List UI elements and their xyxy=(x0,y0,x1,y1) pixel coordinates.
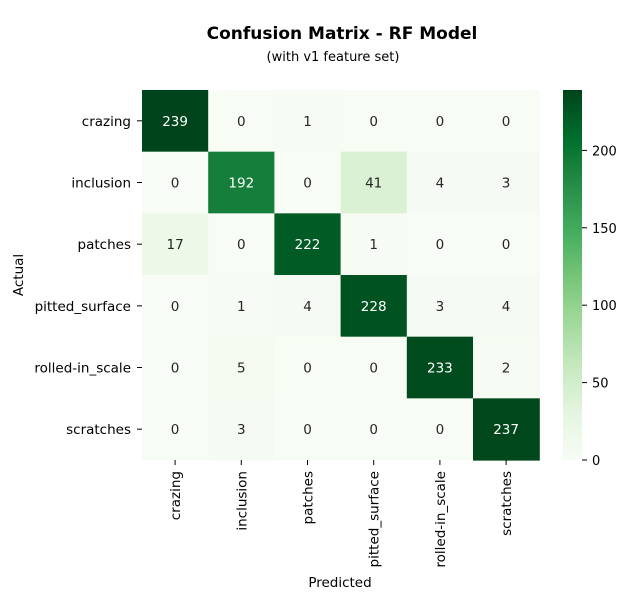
y-tick-label: pitted_surface xyxy=(35,299,131,315)
chart-subtitle: (with v1 feature set) xyxy=(267,50,400,65)
heatmap-cell xyxy=(142,90,209,153)
colorbar-tick-label: 100 xyxy=(592,299,617,314)
cell-value-label: 5 xyxy=(237,361,246,377)
cell-value-label: 222 xyxy=(295,237,321,253)
cell-value-label: 17 xyxy=(167,237,184,253)
heatmap-cell xyxy=(274,151,342,214)
cell-value-label: 0 xyxy=(436,237,445,253)
y-tick-label: scratches xyxy=(66,422,131,438)
heatmap-cell xyxy=(208,336,275,399)
y-tick-label: rolled-in_scale xyxy=(34,361,131,377)
cell-value-label: 0 xyxy=(171,361,180,377)
cell-value-label: 41 xyxy=(365,176,382,192)
heatmap-cell xyxy=(406,213,474,276)
x-tick-label: rolled-in_scale xyxy=(433,471,449,568)
y-tick-label: inclusion xyxy=(71,176,131,192)
cell-value-label: 0 xyxy=(237,237,246,253)
cell-value-label: 1 xyxy=(303,114,312,130)
heatmap-cell xyxy=(473,90,540,153)
heatmap-cell xyxy=(473,398,540,461)
heatmap-cell xyxy=(208,213,275,276)
cell-value-label: 239 xyxy=(162,114,188,130)
cell-value-label: 1 xyxy=(237,299,246,315)
heatmap-cell xyxy=(142,336,209,399)
heatmap-cell xyxy=(406,398,474,461)
heatmap-cell xyxy=(274,213,342,276)
heatmap-cell xyxy=(142,275,209,338)
cell-value-label: 0 xyxy=(502,114,511,130)
colorbar-tick-label: 200 xyxy=(592,144,617,159)
cell-value-label: 2 xyxy=(502,361,511,377)
heatmap-cell xyxy=(208,398,275,461)
heatmap-cell xyxy=(406,90,474,153)
cell-value-label: 192 xyxy=(228,176,254,192)
y-tick-label: patches xyxy=(78,237,131,253)
heatmap-cell xyxy=(142,398,209,461)
x-axis-label: Predicted xyxy=(308,575,371,591)
cell-value-label: 0 xyxy=(171,176,180,192)
cell-value-label: 4 xyxy=(436,176,445,192)
heatmap-cell xyxy=(208,90,275,153)
x-tick-labels: crazing inclusion patches pitted_surface rol… xyxy=(168,460,515,568)
heatmap-cell xyxy=(340,398,408,461)
cell-value-label: 233 xyxy=(427,361,453,377)
heatmap-cell xyxy=(142,213,209,276)
cell-value-label: 0 xyxy=(171,422,180,438)
cell-value-label: 0 xyxy=(303,176,312,192)
cell-value-label: 0 xyxy=(436,422,445,438)
colorbar-tick-label: 0 xyxy=(592,454,600,469)
heatmap-cell xyxy=(473,151,540,214)
heatmap-cell xyxy=(473,213,540,276)
cell-value-label: 0 xyxy=(369,422,378,438)
x-tick-label: crazing xyxy=(168,471,184,520)
x-tick-label: inclusion xyxy=(234,471,250,531)
heatmap-cell xyxy=(142,151,209,214)
heatmap-cell xyxy=(473,336,540,399)
heatmap-cell xyxy=(406,275,474,338)
colorbar-ticks: 0 50 100 150 200 xyxy=(582,144,617,469)
x-tick-label: scratches xyxy=(499,471,515,536)
y-axis-label: Actual xyxy=(11,254,27,296)
cell-value-label: 0 xyxy=(369,361,378,377)
cell-value-label: 4 xyxy=(502,299,511,315)
cell-value-label: 0 xyxy=(502,237,511,253)
y-tick-label: crazing xyxy=(82,114,131,130)
heatmap-cell xyxy=(274,90,342,153)
heatmap-cell xyxy=(340,275,408,338)
heatmap-cell xyxy=(208,275,275,338)
cell-value-label: 0 xyxy=(436,114,445,130)
cell-value-label: 1 xyxy=(369,237,378,253)
heatmap-cell xyxy=(208,151,275,214)
heatmap-cell xyxy=(340,336,408,399)
heatmap-cells: 239 0 1 0 0 00 192 0 41 4 317 0 222 1 0 00 1 4 228 3 40 5 0 0 23… xyxy=(142,90,540,461)
heatmap-cell xyxy=(473,275,540,338)
colorbar-tick-label: 50 xyxy=(592,377,609,392)
cell-value-label: 0 xyxy=(237,114,246,130)
x-tick-label: patches xyxy=(301,471,317,524)
colorbar xyxy=(563,90,582,460)
heatmap-cell xyxy=(274,275,342,338)
heatmap-cell xyxy=(340,213,408,276)
heatmap-cell xyxy=(274,398,342,461)
heatmap-cell xyxy=(274,336,342,399)
cell-value-label: 3 xyxy=(502,176,511,192)
cell-value-label: 228 xyxy=(361,299,387,315)
cell-value-label: 0 xyxy=(369,114,378,130)
chart-title: Confusion Matrix - RF Model xyxy=(207,24,478,44)
y-tick-labels: crazing inclusion patches pitted_surfacerol… xyxy=(34,114,142,438)
x-tick-label: pitted_surface xyxy=(367,471,383,567)
cell-value-label: 0 xyxy=(171,299,180,315)
cell-value-label: 4 xyxy=(303,299,312,315)
cell-value-label: 3 xyxy=(436,299,445,315)
heatmap-cell xyxy=(406,151,474,214)
cell-value-label: 3 xyxy=(237,422,246,438)
colorbar-tick-label: 150 xyxy=(592,222,617,237)
heatmap-cell xyxy=(340,151,408,214)
cell-value-label: 0 xyxy=(303,422,312,438)
cell-value-label: 237 xyxy=(493,422,519,438)
heatmap-cell xyxy=(406,336,474,399)
cell-value-label: 0 xyxy=(303,361,312,377)
heatmap-cell xyxy=(340,90,408,153)
